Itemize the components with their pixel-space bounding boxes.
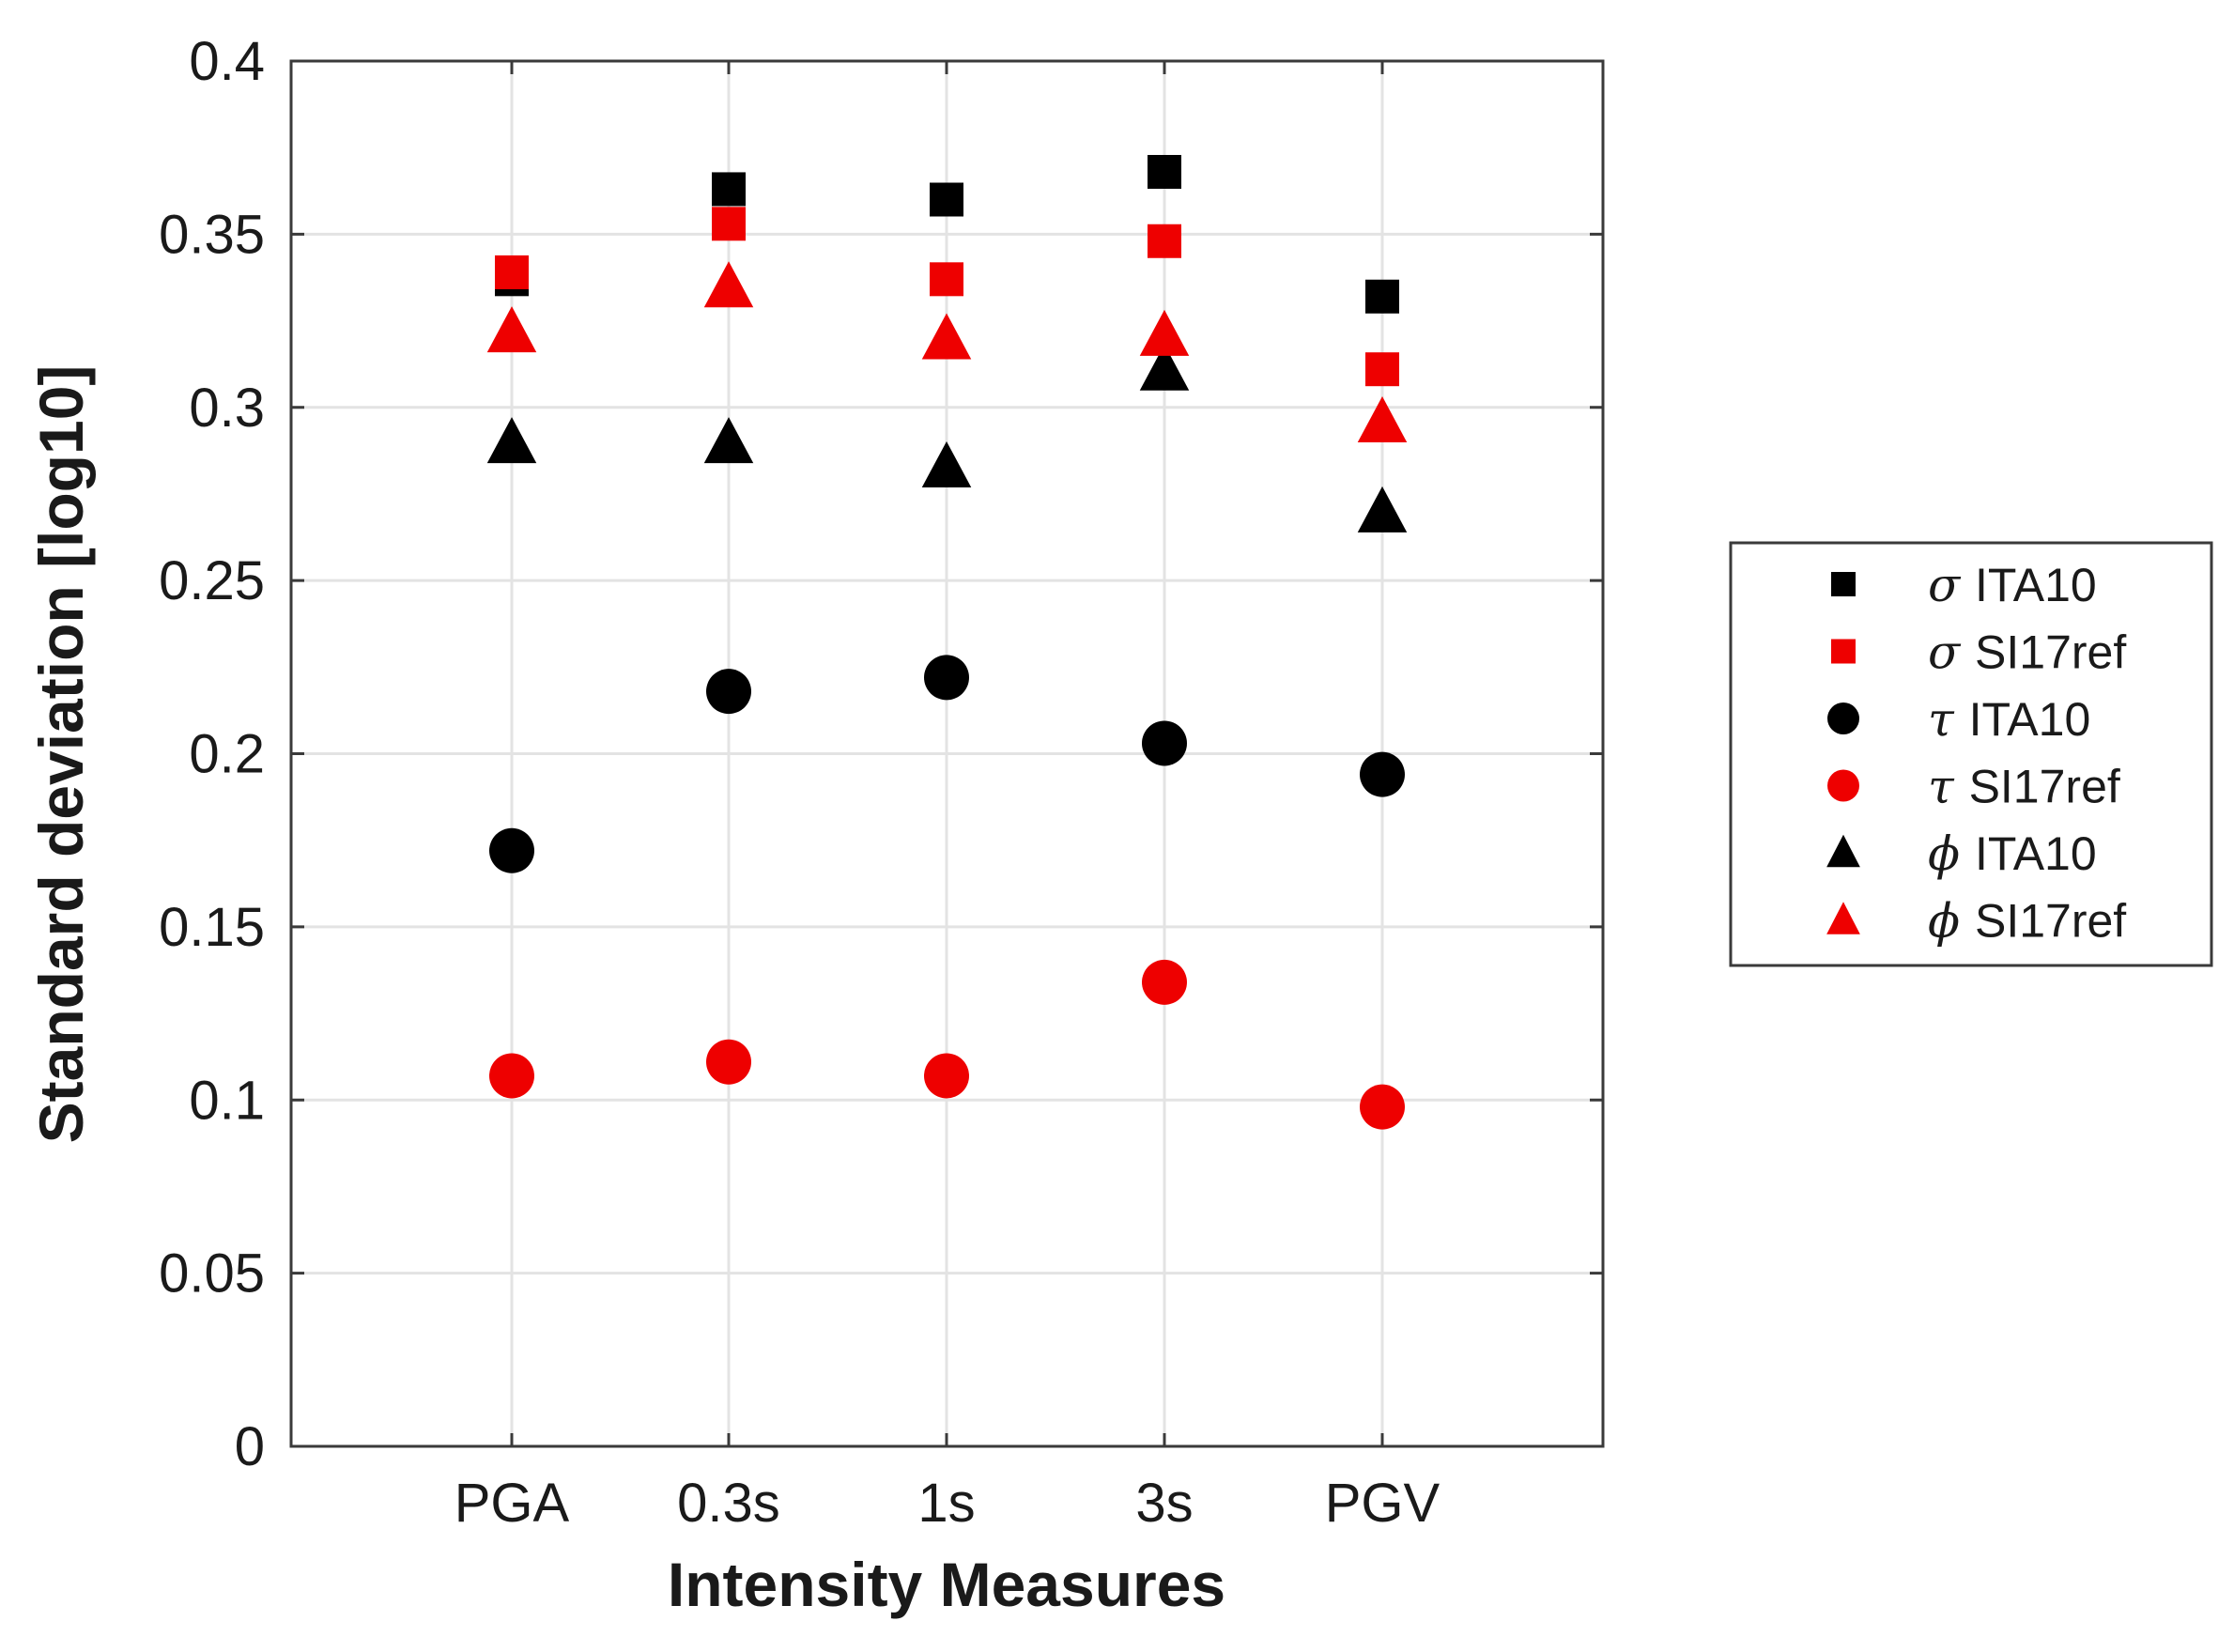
data-point-triangle [921,440,972,487]
x-tick-label: PGV [1325,1473,1441,1534]
y-tick-label: 0.15 [159,897,265,958]
data-point-triangle [703,417,754,464]
data-point-triangle [1139,309,1190,356]
legend-entry-label: ϕ SI17ref [1928,894,2126,949]
data-point-circle [706,669,751,715]
x-axis-title: Intensity Measures [668,1550,1225,1619]
y-tick-label: 0.05 [159,1243,265,1305]
legend-marker-circle [1827,702,1859,734]
data-point-triangle [703,261,754,308]
legend-marker-triangle [1826,902,1860,934]
legend-marker-circle [1827,769,1859,802]
data-point-triangle [486,306,537,353]
legend-marker-square [1831,572,1856,596]
legend-entry-label: τ SI17ref [1928,760,2120,814]
data-point-square [1365,352,1399,387]
legend-entry-label: τ ITA10 [1928,692,2090,747]
x-axis-ticks: PGA 0.3s 1s 3s PGV [455,61,1441,1534]
legend: σ ITA10 σ SI17ref τ ITA10 τ SI17ref ϕ ITA10 ϕ… [1729,541,2213,967]
y-tick-label: 0.4 [189,31,265,92]
data-markers [486,155,1408,1130]
data-point-circle [1360,751,1405,797]
data-point-circle [489,1053,534,1099]
x-tick-label: 3s [1135,1473,1193,1534]
data-point-circle [489,827,534,873]
y-tick-label: 0 [235,1416,265,1477]
data-point-triangle [1357,486,1408,533]
y-tick-label: 0.1 [189,1070,265,1131]
legend-frame [1729,541,2213,967]
legend-marker-square [1831,639,1856,664]
data-point-square [495,255,529,289]
data-point-circle [924,655,969,701]
x-tick-label: 0.3s [677,1473,780,1534]
data-point-circle [1360,1084,1405,1130]
data-point-square [1365,279,1399,314]
data-point-triangle [486,417,537,464]
data-point-circle [1142,959,1187,1005]
data-point-triangle [1139,344,1190,391]
y-tick-label: 0.2 [189,724,265,785]
data-point-circle [1142,720,1187,766]
legend-entry-label: ϕ ITA10 [1928,826,2097,881]
x-tick-label: PGA [455,1473,570,1534]
data-point-triangle [921,313,972,360]
legend-marker-triangle [1826,834,1860,868]
y-tick-label: 0.25 [159,550,265,611]
data-point-circle [706,1039,751,1085]
y-tick-label: 0.3 [189,378,265,439]
legend-entry-label: σ ITA10 [1928,558,2097,612]
data-point-square [930,182,963,217]
y-axis-title: Standard deviation [log10] [26,365,96,1144]
data-point-square [1148,155,1181,189]
data-point-square [712,172,746,207]
y-axis-ticks: 0 0.05 0.1 0.15 0.2 0.25 0.3 0.35 0.4 [159,31,1603,1477]
x-tick-label: 1s [917,1473,975,1534]
data-point-square [712,207,746,241]
data-point-circle [924,1053,969,1099]
data-point-square [1148,224,1181,258]
legend-entry-label: σ SI17ref [1928,625,2126,680]
y-tick-label: 0.35 [159,204,265,265]
data-point-triangle [1357,396,1408,442]
data-point-square [930,262,963,297]
